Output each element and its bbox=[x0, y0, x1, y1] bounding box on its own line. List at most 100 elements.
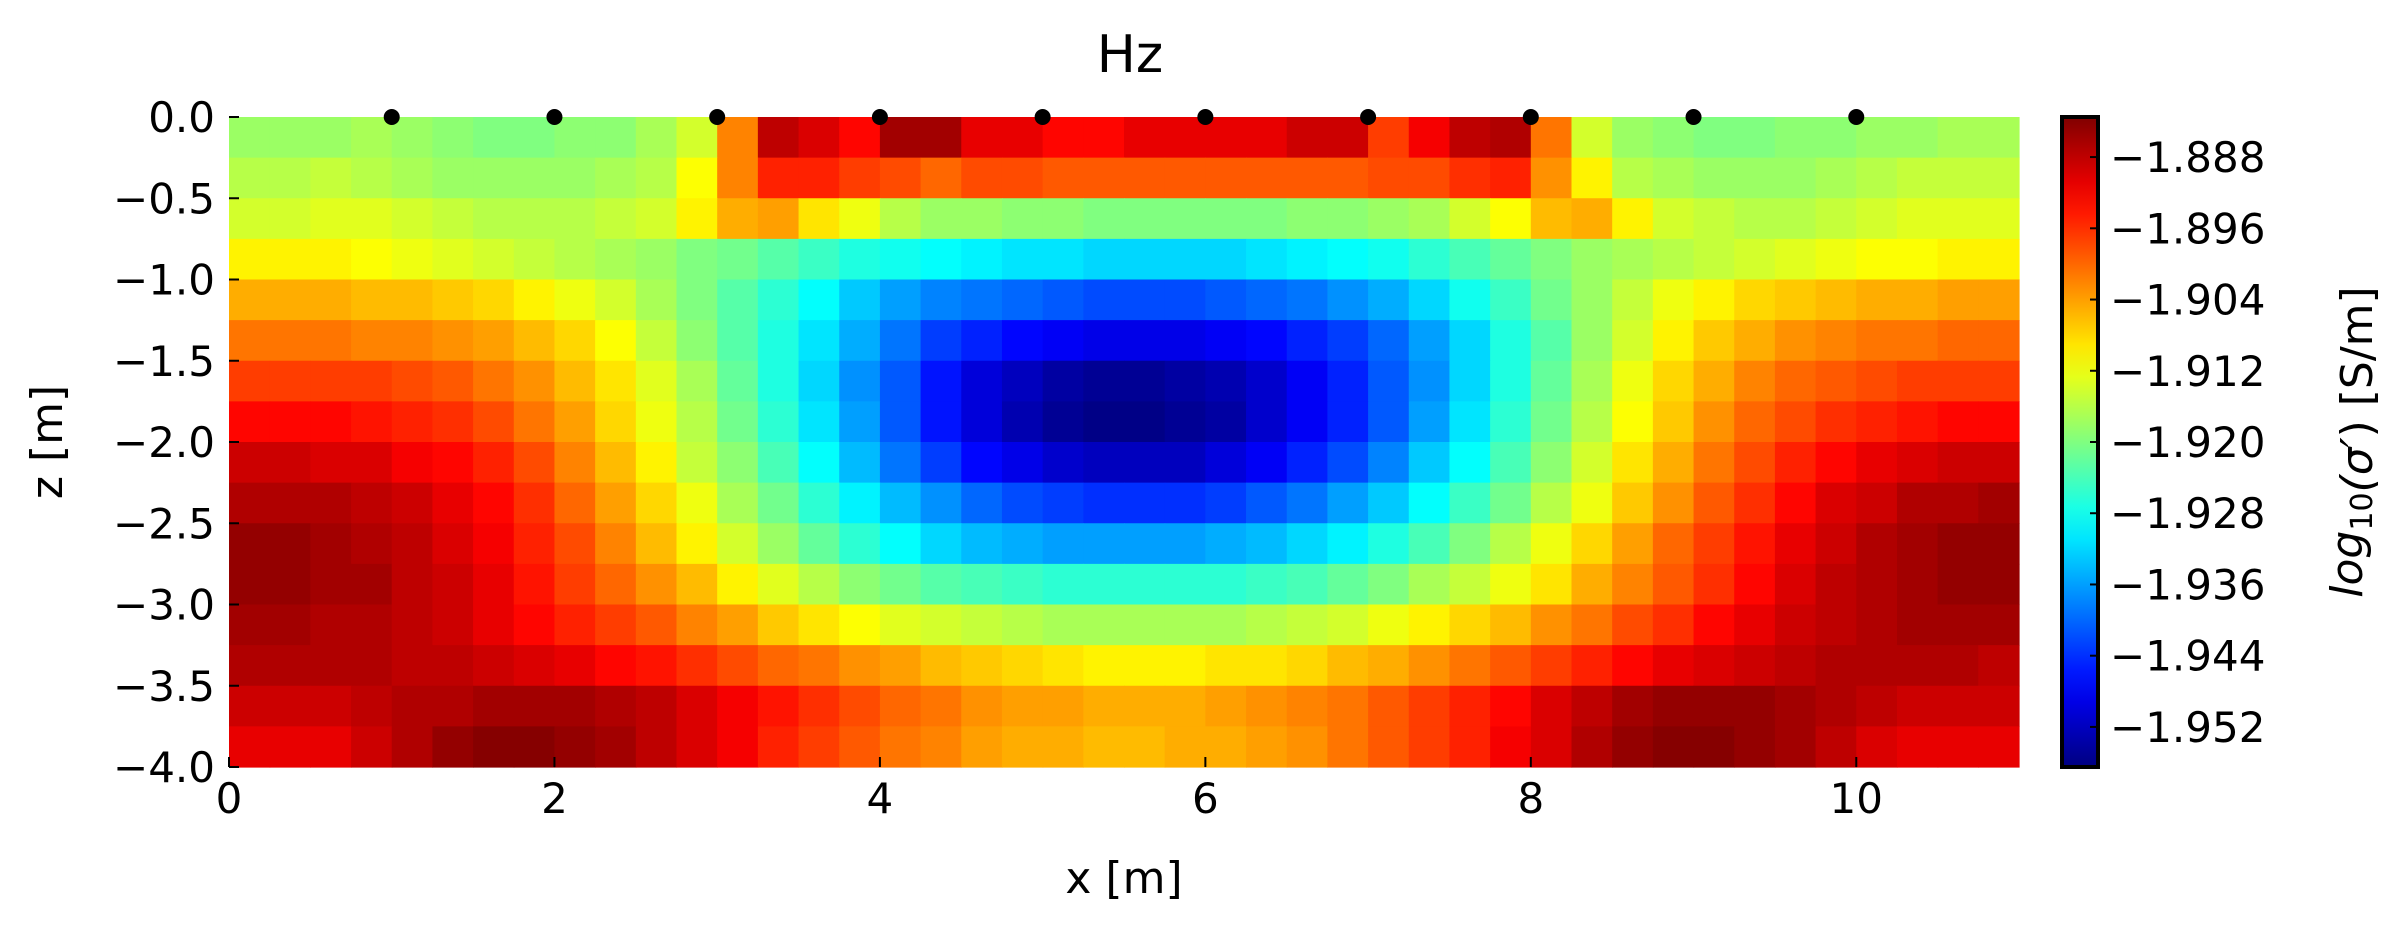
heatmap-cell bbox=[1612, 523, 1654, 565]
heatmap-cell bbox=[1856, 279, 1898, 321]
heatmap-cell bbox=[1001, 726, 1044, 768]
heatmap-cell bbox=[1896, 157, 1939, 199]
heatmap-cell bbox=[1001, 685, 1044, 727]
heatmap-cell bbox=[1001, 442, 1044, 484]
heatmap-cell bbox=[1449, 645, 1491, 687]
heatmap-cell bbox=[1530, 279, 1573, 321]
heatmap-cell bbox=[798, 442, 840, 484]
heatmap-cell bbox=[473, 563, 515, 606]
heatmap-cell bbox=[1408, 157, 1451, 199]
heatmap-cell bbox=[798, 198, 840, 240]
heatmap-cell bbox=[1205, 238, 1247, 281]
heatmap-cell bbox=[1896, 482, 1939, 524]
heatmap-cell bbox=[961, 685, 1003, 727]
heatmap-cell bbox=[351, 482, 393, 524]
heatmap-cell bbox=[1734, 645, 1776, 687]
heatmap-cell bbox=[473, 238, 515, 281]
heatmap-cell bbox=[554, 563, 596, 606]
heatmap-cell bbox=[1490, 157, 1532, 199]
heatmap-cell bbox=[1856, 726, 1898, 768]
heatmap-cell bbox=[1246, 198, 1288, 240]
heatmap-cell bbox=[1978, 442, 2020, 484]
heatmap-cell bbox=[310, 360, 352, 402]
heatmap-cell bbox=[1042, 117, 1084, 159]
heatmap-cell bbox=[432, 523, 474, 565]
heatmap-cell bbox=[798, 645, 840, 687]
heatmap-cell bbox=[1734, 685, 1776, 727]
heatmap-cell bbox=[595, 320, 637, 362]
heatmap-cell bbox=[1449, 482, 1491, 524]
heatmap-cell bbox=[1449, 563, 1491, 606]
heatmap-cell bbox=[920, 685, 962, 727]
heatmap-cell bbox=[1449, 604, 1491, 646]
heatmap-cell bbox=[798, 523, 840, 565]
heatmap-cell bbox=[391, 726, 434, 768]
heatmap-cell bbox=[391, 523, 434, 565]
heatmap-cell bbox=[391, 563, 434, 606]
heatmap-cell bbox=[513, 604, 556, 646]
heatmap-cell bbox=[1408, 198, 1451, 240]
heatmap-cell bbox=[1205, 442, 1247, 484]
heatmap-cell bbox=[635, 360, 678, 402]
heatmap-cell bbox=[1490, 685, 1532, 727]
heatmap-cell bbox=[1083, 279, 1125, 321]
heatmap-cell bbox=[1937, 645, 1979, 687]
heatmap-cell bbox=[1571, 604, 1613, 646]
heatmap-cell bbox=[1083, 117, 1125, 159]
heatmap-cell bbox=[310, 442, 352, 484]
heatmap-cell bbox=[1815, 157, 1857, 199]
heatmap-cell bbox=[1368, 320, 1410, 362]
heatmap-cell bbox=[1490, 320, 1532, 362]
heatmap-cell bbox=[432, 442, 474, 484]
heatmap-cell bbox=[635, 645, 678, 687]
heatmap-cell bbox=[676, 238, 718, 281]
heatmap-cell bbox=[310, 563, 352, 606]
heatmap-cell bbox=[513, 401, 556, 443]
heatmap-cell bbox=[1124, 442, 1166, 484]
receiver-point bbox=[871, 109, 888, 125]
heatmap-cell bbox=[1693, 685, 1735, 727]
heatmap-cell bbox=[635, 157, 678, 199]
heatmap-cell bbox=[1124, 482, 1166, 524]
heatmap-cell bbox=[1408, 523, 1451, 565]
heatmap-cell bbox=[798, 726, 840, 768]
heatmap-cell bbox=[1774, 685, 1817, 727]
heatmap-cell bbox=[1327, 563, 1369, 606]
heatmap-cell bbox=[1490, 198, 1532, 240]
heatmap-cell bbox=[920, 279, 962, 321]
heatmap-cell bbox=[595, 198, 637, 240]
heatmap-cell bbox=[1490, 360, 1532, 402]
heatmap-cell bbox=[1001, 604, 1044, 646]
heatmap-cell bbox=[1734, 726, 1776, 768]
heatmap-cell bbox=[635, 685, 678, 727]
heatmap-cell bbox=[554, 685, 596, 727]
heatmap-cell bbox=[961, 198, 1003, 240]
heatmap-cell bbox=[920, 482, 962, 524]
heatmap-cell bbox=[920, 726, 962, 768]
heatmap-cell bbox=[391, 157, 434, 199]
heatmap-cell bbox=[1734, 401, 1776, 443]
heatmap-cell bbox=[1693, 563, 1735, 606]
heatmap-cell bbox=[1652, 726, 1695, 768]
heatmap-cell bbox=[1368, 563, 1410, 606]
heatmap-cell bbox=[676, 563, 718, 606]
heatmap-cell bbox=[554, 360, 596, 402]
heatmap-cell bbox=[1408, 360, 1451, 402]
heatmap-cell bbox=[961, 401, 1003, 443]
heatmap-cell bbox=[513, 523, 556, 565]
heatmap-cell bbox=[1368, 401, 1410, 443]
heatmap-cell bbox=[1693, 645, 1735, 687]
heatmap-cell bbox=[1693, 482, 1735, 524]
heatmap-cell bbox=[391, 604, 434, 646]
heatmap-cell bbox=[676, 117, 718, 159]
heatmap-cell bbox=[229, 198, 271, 240]
heatmap-cell bbox=[1612, 360, 1654, 402]
heatmap-cell bbox=[1896, 563, 1939, 606]
heatmap-cell bbox=[839, 482, 881, 524]
heatmap-cell bbox=[1083, 198, 1125, 240]
heatmap-cell bbox=[879, 442, 922, 484]
heatmap-cell bbox=[1896, 726, 1939, 768]
heatmap-cell bbox=[595, 523, 637, 565]
heatmap-cell bbox=[229, 685, 271, 727]
heatmap-cell bbox=[1612, 401, 1654, 443]
